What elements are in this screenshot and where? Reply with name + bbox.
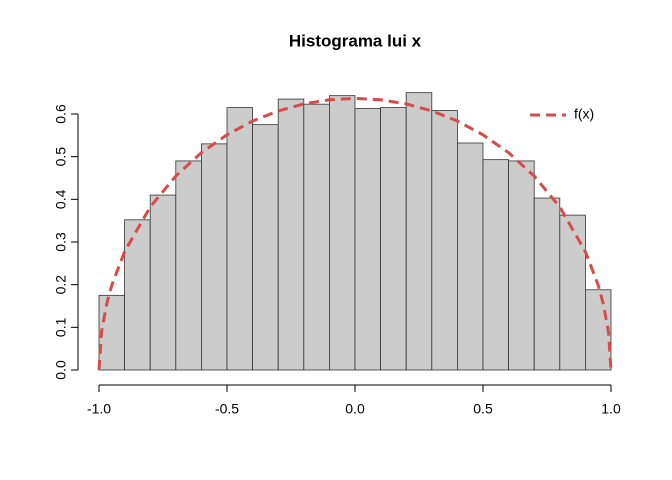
bar: [252, 124, 279, 371]
y-tick-label: 0.0: [53, 360, 69, 380]
x-tick-label: -0.5: [215, 401, 239, 417]
bar: [482, 159, 510, 371]
y-tick-label: 0.1: [53, 317, 69, 337]
x-tick-label: 1.0: [601, 401, 621, 417]
x-tick-label: -1.0: [87, 401, 111, 417]
y-tick-label: 0.4: [53, 189, 69, 209]
y-tick-label: 0.5: [53, 147, 69, 167]
bar: [149, 194, 177, 371]
bar: [328, 95, 356, 371]
bar: [508, 160, 535, 371]
x-tick-label: 0.0: [345, 401, 365, 417]
bar: [277, 98, 305, 371]
density-curve: [97, 96, 613, 371]
y-tick-label: 0.2: [53, 275, 69, 295]
bar: [431, 110, 458, 371]
bar: [559, 214, 586, 371]
bar: [200, 143, 228, 371]
bar: [354, 108, 382, 371]
bar: [175, 160, 202, 371]
y-tick-label: 0.6: [53, 104, 69, 124]
x-tick-label: 0.5: [473, 401, 493, 417]
y-tick-label: 0.3: [53, 232, 69, 252]
bar: [226, 107, 254, 371]
bar: [456, 142, 484, 371]
bar: [380, 107, 407, 371]
legend-label: f(x): [574, 106, 594, 122]
bar: [533, 197, 561, 371]
chart-title: Histograma lui x: [289, 31, 422, 50]
bar: [303, 103, 330, 371]
bar: [405, 92, 433, 371]
